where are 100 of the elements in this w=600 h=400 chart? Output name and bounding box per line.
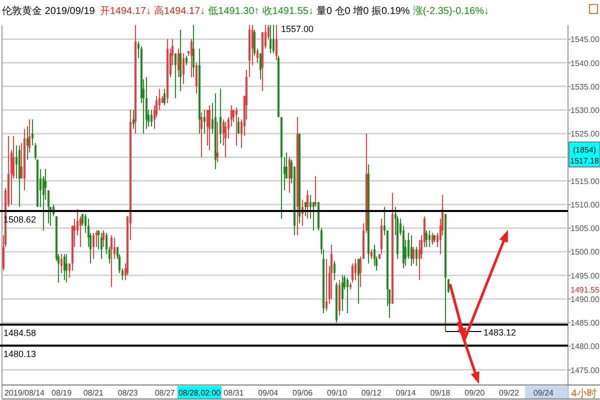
candlestick [64,254,66,281]
y-tick-label: 1545.00 [570,35,600,44]
candlestick [426,230,428,248]
candlestick [68,263,70,278]
candlestick [276,24,278,61]
candlestick [256,48,258,64]
candlestick [388,289,390,318]
ref-line-label: 1484.58 [4,328,36,338]
x-tick-label: 08/27 [154,388,176,398]
candlestick [92,232,94,260]
candlestick [354,258,356,281]
candlestick [150,110,152,128]
candlestick [252,24,254,66]
candlestick [180,29,182,92]
candlestick [204,110,206,134]
y-tick-label: 1495.00 [570,271,600,280]
candlestick [270,24,272,54]
candlestick [334,260,336,281]
candlestick [200,112,202,158]
candlestick [314,176,316,208]
x-tick-label: 09/04 [258,388,279,398]
candlestick [330,244,332,300]
x-tick-label: 08/23 [118,388,138,398]
candlestick [410,234,412,266]
candlestick [236,107,238,146]
text: 低1491.30↑ [208,6,260,17]
candlestick [412,246,414,264]
y-tick-label: 1475.00 [570,366,600,375]
candlestick [164,88,166,106]
y-tick-label: 1535.00 [570,82,600,92]
candlestick [216,121,218,162]
candlestick [418,239,420,281]
text: 量0 仓0 增0 振0.19% [316,5,410,17]
candlestick [174,52,176,99]
text: 08/28,02:00 [178,388,222,398]
y-tick-label: 1505.00 [570,224,600,234]
text: 开1494.17↓ [100,6,151,17]
text: 1491.55 [570,286,600,295]
y-tick-label: 1530.00 [570,106,600,116]
candlestick [192,24,194,78]
candlestick [312,202,314,231]
candlestick [100,232,102,260]
candlestick [288,156,290,194]
candlestick [28,118,30,154]
x-tick-label: 2019/08/14 [4,388,46,398]
y-tick-label: 1480.00 [570,342,600,352]
annotation: 1557.00 [281,24,314,34]
x-tick-label: 09/12 [361,388,382,398]
y-tick-label: 1510.00 [570,200,600,210]
candlestick [358,258,360,304]
candlestick [416,246,418,266]
candlestick [272,24,274,54]
candlestick [206,110,208,146]
y-tick-label: 1540.00 [570,58,600,68]
x-tick-label: 09/14 [396,388,416,398]
candlestick [208,104,210,151]
candlestick [326,258,328,312]
y-tick-label: 1490.00 [570,294,600,304]
y-tick-label: 1485.00 [570,318,600,328]
candlestick [182,52,184,85]
x-tick-label: 08/19 [52,388,72,398]
candlestick [178,48,180,78]
candlestick [346,277,348,314]
candlestick [110,234,112,288]
candlestick [254,29,256,56]
candlestick [190,38,192,78]
x-tick-label: 09/20 [464,388,486,398]
x-tick-label: 08/31 [224,388,244,398]
candlestick [238,116,240,134]
candlestick [306,190,308,220]
candlestick [260,52,262,80]
candlestick [380,218,382,255]
x-tick-label: 09/06 [292,388,314,398]
text: 收1491.55↓ [262,6,314,17]
candlestick [60,254,62,274]
text: 1517.18 [570,156,600,166]
candlestick [102,230,104,248]
text: (1854) [572,146,596,154]
candlestick [352,263,354,283]
candlestick [342,274,344,312]
x-tick-label: 09/24 [533,388,554,398]
y-tick-label: 1500.00 [570,248,600,257]
x-tick-label: 08/21 [83,388,104,398]
candlestick [220,88,222,144]
candlestick [370,248,372,260]
candlestick [132,110,134,130]
candlestick [310,194,312,220]
x-tick-label: 09/18 [430,388,451,398]
candlestick [432,232,434,246]
text: 4小时 [571,388,597,400]
candlestick [26,126,28,160]
candlestick [66,254,68,283]
candlestick [146,76,148,130]
candlestick [34,142,36,160]
candlestick [20,142,22,180]
candlestick [196,62,198,94]
x-tick-label: 09/10 [326,388,348,398]
candlestick [224,121,226,158]
y-tick-label: 1515.00 [570,176,600,186]
candlestick [32,118,34,146]
